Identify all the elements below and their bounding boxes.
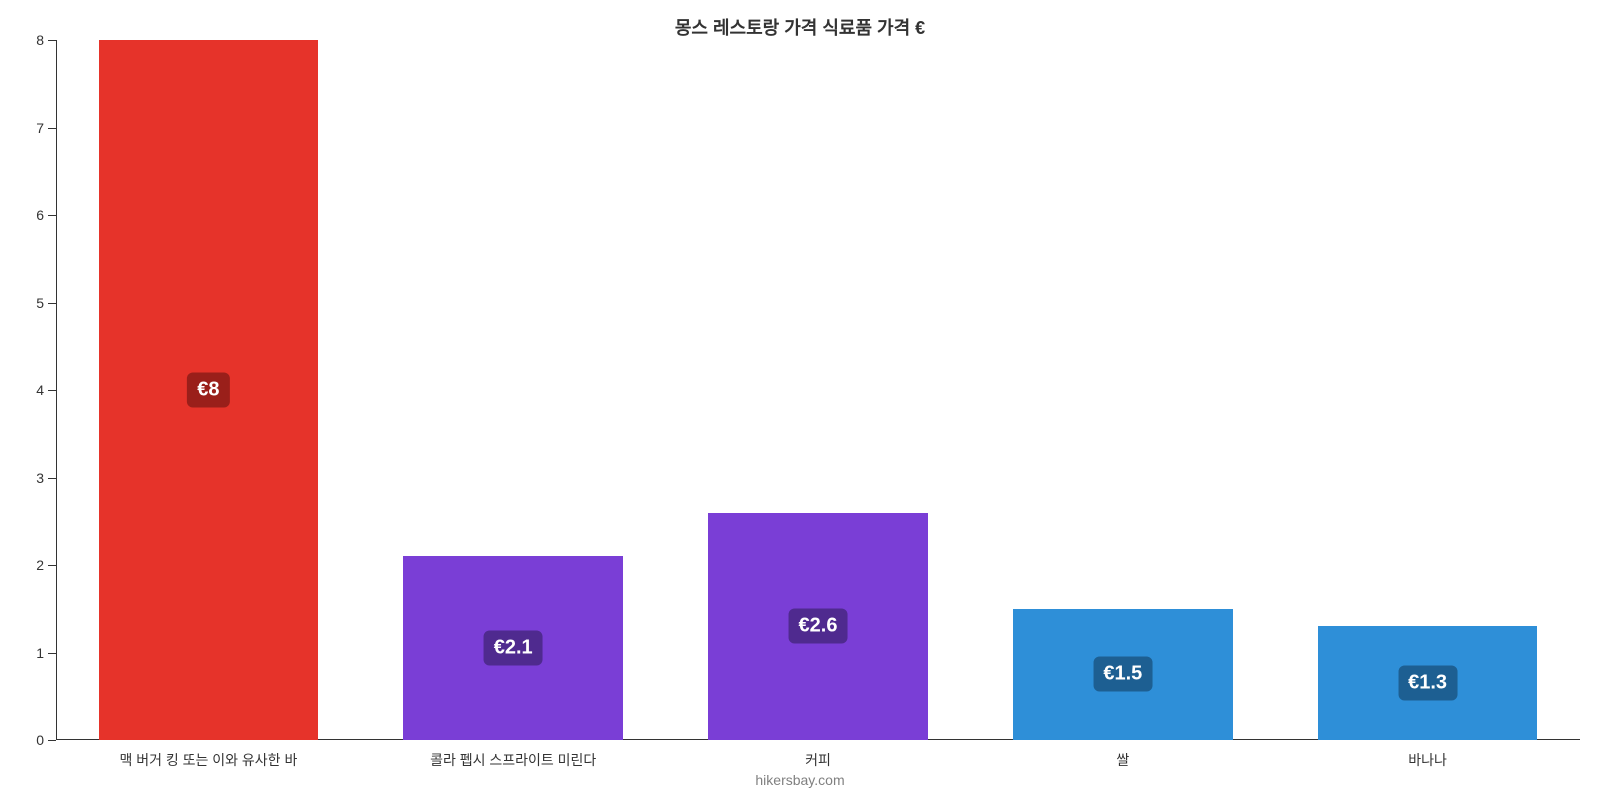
y-tick-label: 0 (36, 732, 56, 748)
y-tick-label: 7 (36, 120, 56, 136)
y-tick-label: 8 (36, 32, 56, 48)
y-tick-label: 5 (36, 295, 56, 311)
x-tick-label: 콜라 펩시 스프라이트 미린다 (430, 740, 596, 770)
y-axis (56, 40, 57, 740)
value-badge: €1.5 (1093, 657, 1152, 692)
y-tick-label: 6 (36, 207, 56, 223)
x-tick-label: 맥 버거 킹 또는 이와 유사한 바 (119, 740, 297, 770)
x-tick-label: 커피 (805, 740, 831, 770)
chart-footer: hikersbay.com (0, 772, 1600, 788)
chart-container: 몽스 레스토랑 가격 식료품 가격 € 012345678맥 버거 킹 또는 이… (0, 0, 1600, 800)
x-tick-label: 바나나 (1408, 740, 1447, 770)
y-tick-label: 3 (36, 470, 56, 486)
value-badge: €8 (187, 373, 229, 408)
y-tick-label: 4 (36, 382, 56, 398)
y-tick-label: 1 (36, 645, 56, 661)
value-badge: €2.1 (484, 631, 543, 666)
x-tick-label: 쌀 (1116, 740, 1129, 770)
y-tick-label: 2 (36, 557, 56, 573)
plot-area: 012345678맥 버거 킹 또는 이와 유사한 바€8콜라 펩시 스프라이트… (56, 40, 1580, 740)
value-badge: €2.6 (789, 609, 848, 644)
value-badge: €1.3 (1398, 666, 1457, 701)
chart-title: 몽스 레스토랑 가격 식료품 가격 € (0, 14, 1600, 40)
